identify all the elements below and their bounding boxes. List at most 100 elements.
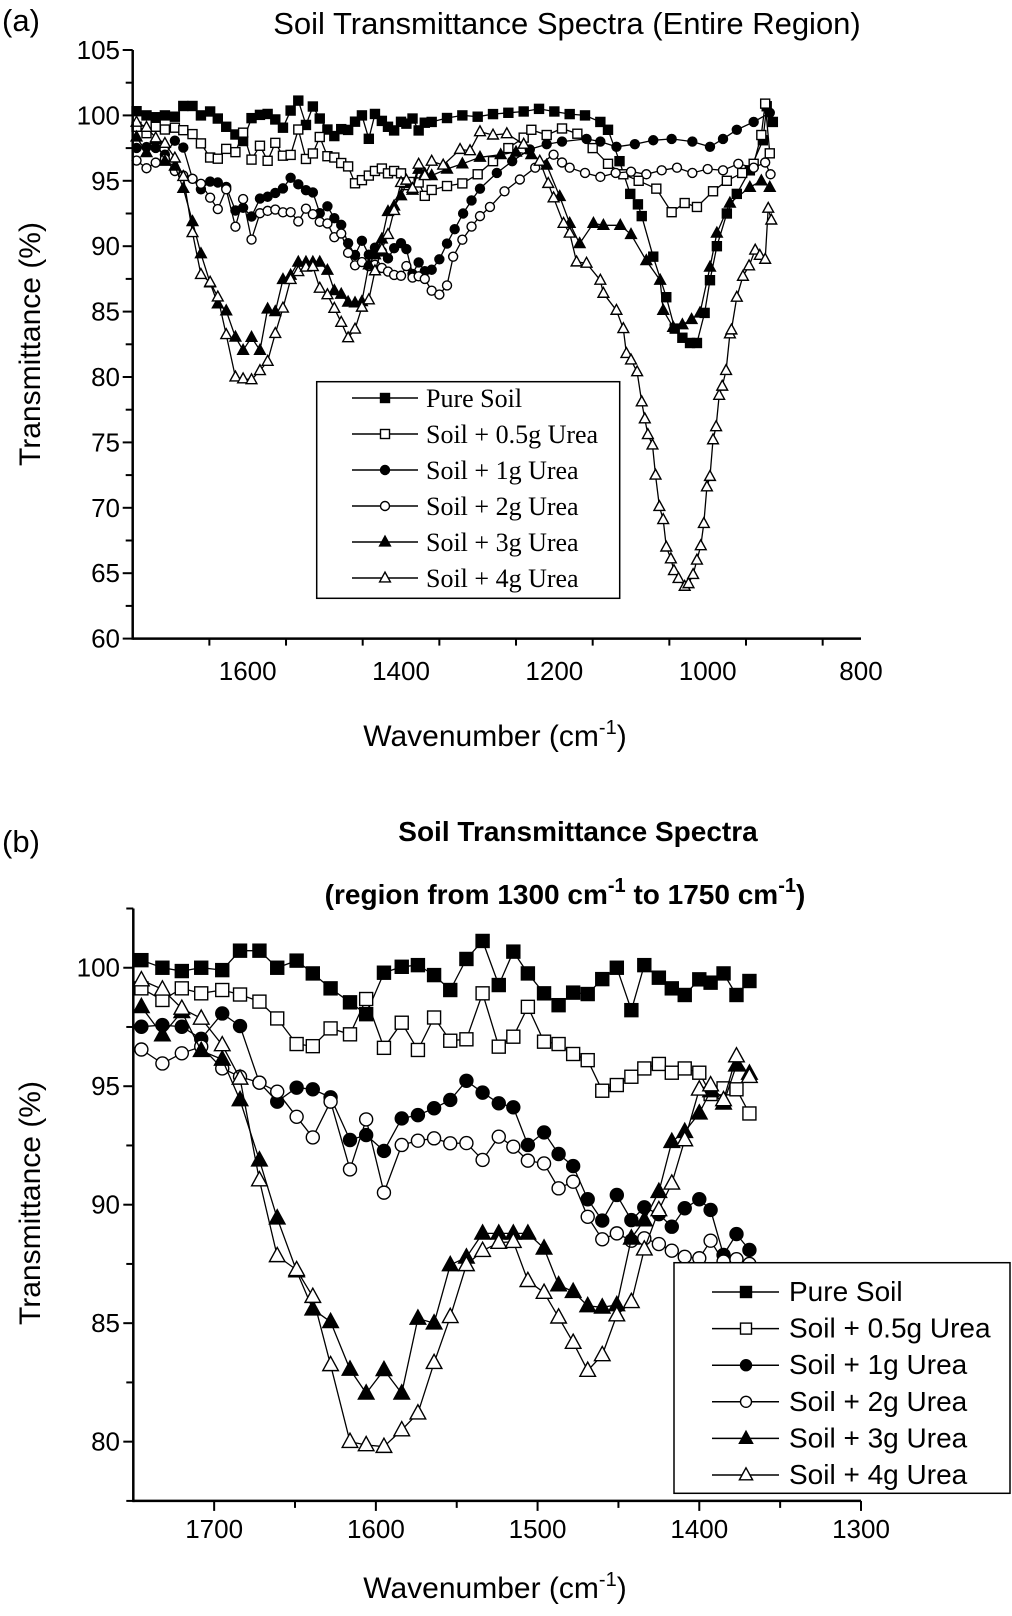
data-point: [564, 108, 575, 120]
series-line: [136, 103, 771, 214]
data-point: [721, 175, 733, 187]
data-point: [636, 210, 647, 222]
data-point: [509, 144, 523, 157]
data-point: [595, 1213, 610, 1228]
data-point: [536, 1125, 552, 1140]
data-point: [268, 1208, 287, 1225]
data-point: [506, 1029, 521, 1044]
data-point: [700, 479, 714, 492]
data-point: [293, 216, 304, 227]
data-point: [426, 1101, 442, 1116]
data-point: [270, 114, 281, 125]
data-point: [635, 1239, 654, 1256]
y-tick-label: 100: [77, 100, 120, 130]
data-point: [748, 116, 759, 128]
data-point: [565, 1046, 581, 1062]
legend-label: Soil + 2g Urea: [789, 1386, 968, 1417]
data-point: [593, 272, 607, 285]
data-point: [276, 300, 290, 313]
data-point: [743, 180, 757, 193]
data-point: [187, 173, 198, 185]
data-point: [607, 1305, 626, 1322]
data-point: [569, 254, 584, 267]
data-point: [185, 225, 200, 238]
data-point: [169, 122, 181, 133]
data-point: [376, 965, 392, 980]
data-point: [320, 287, 335, 300]
legend-marker-open-circle: [379, 500, 391, 512]
data-point: [178, 124, 189, 136]
data-point: [556, 215, 571, 228]
data-point: [426, 184, 437, 196]
data-point: [690, 1103, 709, 1120]
data-point: [230, 146, 241, 158]
data-point: [300, 153, 312, 165]
data-point: [246, 234, 257, 245]
y-tick-label: 100: [77, 953, 120, 983]
data-point: [289, 953, 304, 968]
data-point: [159, 124, 171, 135]
data-point: [355, 299, 369, 312]
data-point: [176, 169, 190, 182]
data-point: [212, 113, 223, 124]
data-point: [664, 551, 678, 564]
data-point: [341, 330, 355, 343]
y-tick-label: 80: [91, 1427, 120, 1457]
legend-marker-filled-triangle: [738, 1429, 754, 1444]
data-point: [194, 246, 208, 259]
legend-box: [673, 1261, 1011, 1495]
data-point: [434, 254, 445, 265]
data-point: [466, 221, 477, 232]
data-point: [756, 129, 767, 141]
data-point: [419, 190, 430, 202]
data-point: [407, 113, 418, 124]
subtitle-text: ): [796, 879, 805, 910]
x-tick-label: 1200: [525, 656, 583, 686]
legend-marker-filled-square: [379, 392, 391, 404]
data-point: [533, 153, 547, 166]
data-point: [742, 973, 757, 989]
series-filled-square: [134, 933, 757, 1022]
data-point: [413, 125, 424, 136]
data-point: [486, 127, 500, 140]
data-point: [564, 162, 575, 173]
data-point: [441, 180, 453, 192]
data-point: [395, 270, 407, 281]
data-point: [268, 326, 282, 339]
legend-item: Soil + 2g Urea: [352, 492, 579, 521]
x-axis-label-superscript: -1: [599, 1569, 617, 1591]
data-point: [763, 180, 777, 193]
data-point: [638, 411, 652, 424]
y-tick-label: 80: [91, 362, 120, 392]
data-point: [475, 1085, 490, 1100]
data-point: [169, 111, 181, 122]
data-point: [662, 1173, 681, 1190]
data-point: [761, 200, 775, 213]
data-point: [586, 215, 601, 228]
data-point: [729, 987, 744, 1003]
data-point: [236, 371, 250, 384]
y-tick-label: 60: [91, 624, 120, 654]
legend-item: Pure Soil: [712, 1276, 903, 1307]
data-point: [158, 153, 172, 166]
data-point: [506, 155, 518, 167]
data-point: [261, 353, 275, 366]
data-point: [736, 167, 748, 179]
x-axis-label-text: Wavenumber (cm: [363, 720, 599, 753]
data-point: [624, 1212, 639, 1228]
data-point: [580, 1192, 595, 1207]
data-point: [418, 168, 432, 181]
data-point: [215, 1006, 230, 1021]
data-point: [194, 960, 209, 975]
y-tick-label: 75: [91, 427, 120, 457]
data-point: [155, 960, 170, 975]
data-point: [551, 1181, 566, 1196]
legend-item: Soil + 4g Urea: [712, 1459, 968, 1490]
data-point: [412, 156, 426, 169]
data-point: [449, 223, 460, 235]
series-open-triangle: [132, 970, 759, 1454]
legend-item: Soil + 2g Urea: [712, 1386, 968, 1417]
data-point: [323, 981, 338, 996]
y-tick-label: 65: [91, 558, 120, 588]
data-point: [629, 138, 641, 150]
